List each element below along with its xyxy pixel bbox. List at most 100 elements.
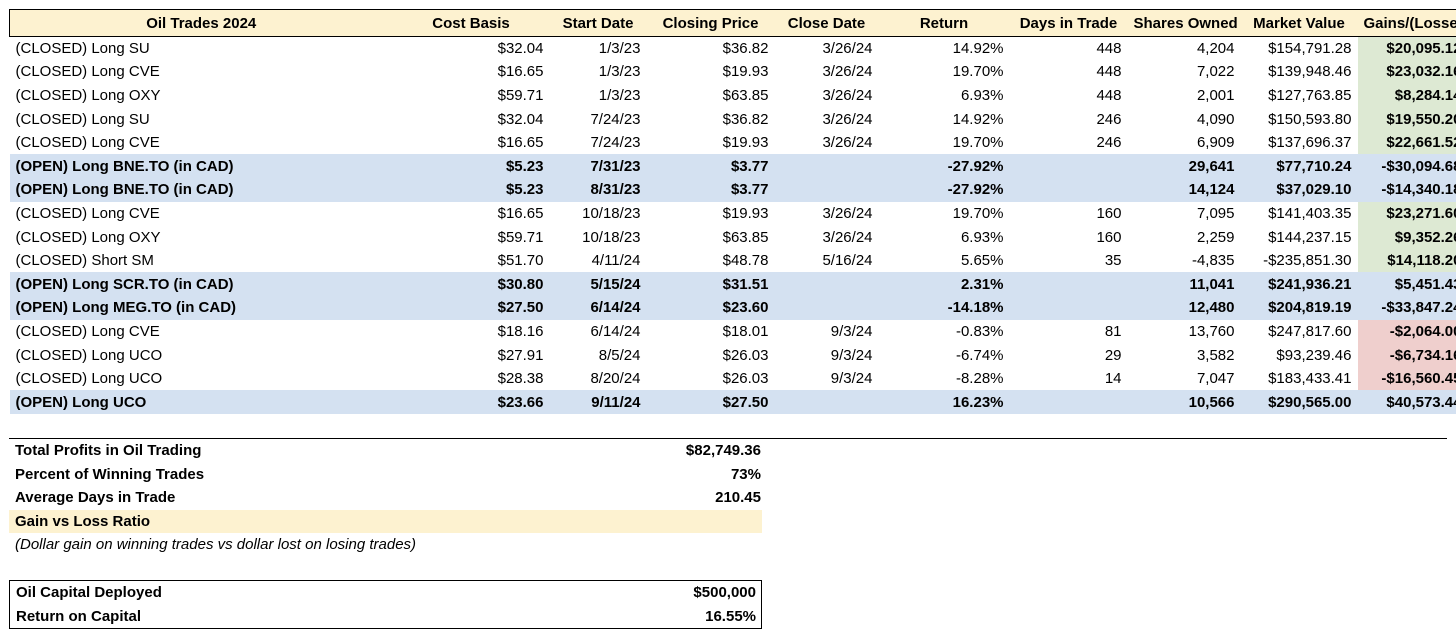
cell-trade: (CLOSED) Long UCO [15, 370, 163, 388]
cell-close-date: 3/26/24 [822, 110, 873, 128]
cell-shares-owned: 10,566 [1127, 390, 1241, 414]
cell-gains-losses: $40,573.44 [1357, 390, 1456, 414]
cell-return: -27.92% [878, 154, 1010, 179]
avg-days-value: 210.45 [715, 489, 761, 507]
oil-trades-table: Oil Trades 2024 Cost Basis Start Date Closi… [9, 9, 1456, 414]
cell-close-date [774, 154, 879, 179]
cell-shares-owned: 11,041 [1127, 272, 1241, 297]
table-row: (CLOSED) Long CVE $16.65 10/18/23 $19.93 3/2… [10, 201, 1456, 226]
cell-return: -27.92% [878, 178, 1010, 202]
cell-close-date: 5/16/24 [822, 252, 873, 270]
gain-loss-row: Gain vs Loss Ratio [9, 509, 762, 534]
cell-cost-basis: $51.70 [497, 252, 544, 270]
cell-market-value: $137,696.37 [1268, 134, 1352, 152]
cell-closing-price: $48.78 [722, 252, 769, 270]
cell-cost-basis: $27.91 [497, 346, 544, 364]
cell-shares-owned: 12,480 [1127, 296, 1241, 320]
cell-closing-price: $31.51 [646, 272, 775, 297]
cell-days-in-trade [1009, 178, 1128, 202]
cell-days-in-trade: 448 [1096, 86, 1122, 104]
table-row: (OPEN) Long SCR.TO (in CAD) $30.80 5/15/24… [9, 272, 1456, 297]
cell-shares-owned: 7,022 [1196, 63, 1235, 81]
cell-days-in-trade: 14 [1104, 370, 1122, 388]
cell-close-date: 3/26/24 [822, 204, 873, 222]
table-row: (CLOSED) Long CVE $18.16 6/14/24 $18.01 9/3/… [10, 319, 1456, 344]
cell-shares-owned: 4,204 [1196, 40, 1235, 58]
cell-days-in-trade [1009, 272, 1128, 297]
cell-close-date: 3/26/24 [822, 228, 873, 246]
header-trade: Oil Trades 2024 [9, 9, 393, 37]
cell-start-date: 10/18/23 [582, 204, 641, 222]
cell-trade: (OPEN) Long BNE.TO (in CAD) [9, 178, 393, 202]
cell-gains-losses: $22,661.52 [1357, 130, 1456, 155]
cell-gains-losses: -$14,340.18 [1357, 178, 1456, 202]
cell-shares-owned: 6,909 [1196, 134, 1235, 152]
cell-trade: (CLOSED) Long SU [15, 110, 150, 128]
cell-return: 16.23% [878, 390, 1010, 414]
cell-return: 6.93% [960, 86, 1004, 104]
win-pct-label: Percent of Winning Trades [15, 465, 205, 483]
cell-cost-basis: $59.71 [497, 228, 544, 246]
cell-close-date: 9/3/24 [830, 346, 873, 364]
cell-days-in-trade: 29 [1104, 346, 1122, 364]
return-on-capital-label: Return on Capital [16, 607, 142, 625]
cell-return: -14.18% [878, 296, 1010, 320]
cell-closing-price: $63.85 [722, 86, 769, 104]
cell-gains-losses: $23,271.60 [1357, 201, 1456, 226]
cell-trade: (CLOSED) Long OXY [15, 228, 161, 246]
cell-shares-owned: -4,835 [1191, 252, 1235, 270]
cell-start-date: 8/20/24 [590, 370, 641, 388]
table-row: (CLOSED) Long SU $32.04 7/24/23 $36.82 3/26/… [10, 107, 1456, 131]
win-pct-row: Percent of Winning Trades 73% [9, 463, 1447, 487]
cell-close-date: 9/3/24 [830, 370, 873, 388]
cell-start-date: 1/3/23 [598, 40, 641, 58]
cell-cost-basis: $16.65 [497, 204, 544, 222]
header-row: Oil Trades 2024 Cost Basis Start Date Closi… [9, 9, 1456, 37]
cell-cost-basis: $5.23 [392, 154, 550, 179]
cell-days-in-trade: 448 [1096, 40, 1122, 58]
cell-market-value: $93,239.46 [1276, 346, 1352, 364]
cell-market-value: $144,237.15 [1268, 228, 1352, 246]
cell-close-date: 3/26/24 [822, 86, 873, 104]
oil-trades-sheet: Oil Trades 2024 Cost Basis Start Date Closi… [9, 9, 1456, 414]
header-market-value: Market Value [1240, 9, 1358, 37]
cell-return: 6.93% [960, 228, 1004, 246]
cell-shares-owned: 4,090 [1196, 110, 1235, 128]
header-close-date: Close Date [774, 9, 879, 37]
capital-deployed-row: Oil Capital Deployed $500,000 [10, 581, 761, 605]
cell-cost-basis: $23.66 [392, 390, 550, 414]
table-row: (CLOSED) Long SU $32.04 1/3/23 $36.82 3/26/2… [10, 36, 1456, 61]
cell-gains-losses: -$16,560.45 [1357, 366, 1456, 391]
cell-start-date: 1/3/23 [598, 63, 641, 81]
cell-trade: (CLOSED) Long CVE [15, 63, 160, 81]
cell-shares-owned: 13,760 [1188, 322, 1235, 340]
cell-closing-price: $19.93 [722, 204, 769, 222]
cell-gains-losses: $9,352.26 [1357, 225, 1456, 249]
cell-gains-losses: $19,550.20 [1357, 107, 1456, 131]
avg-days-label: Average Days in Trade [15, 489, 176, 507]
cell-closing-price: $26.03 [722, 346, 769, 364]
cell-closing-price: $27.50 [646, 390, 775, 414]
cell-start-date: 6/14/24 [549, 296, 647, 320]
cell-close-date: 9/3/24 [830, 322, 873, 340]
cell-start-date: 5/15/24 [549, 272, 647, 297]
cell-trade: (CLOSED) Long OXY [15, 86, 161, 104]
cell-cost-basis: $59.71 [497, 86, 544, 104]
cell-market-value: $154,791.28 [1268, 40, 1352, 58]
cell-market-value: $204,819.19 [1240, 296, 1358, 320]
cell-return: 5.65% [960, 252, 1004, 270]
cell-market-value: $127,763.85 [1268, 86, 1352, 104]
cell-gains-losses: $20,095.12 [1357, 36, 1456, 61]
cell-trade: (CLOSED) Long CVE [15, 204, 160, 222]
cell-trade: (CLOSED) Long SU [15, 40, 150, 58]
table-row: (OPEN) Long UCO $23.66 9/11/24 $27.50 16.23%… [9, 390, 1456, 414]
cell-closing-price: $18.01 [722, 322, 769, 340]
cell-cost-basis: $27.50 [392, 296, 550, 320]
header-closing-price: Closing Price [646, 9, 775, 37]
cell-market-value: $241,936.21 [1240, 272, 1358, 297]
cell-trade: (CLOSED) Long UCO [15, 346, 163, 364]
cell-shares-owned: 7,047 [1196, 370, 1235, 388]
cell-days-in-trade: 246 [1096, 134, 1122, 152]
return-on-capital-value: 16.55% [705, 607, 756, 625]
return-on-capital-row: Return on Capital 16.55% [10, 605, 761, 629]
